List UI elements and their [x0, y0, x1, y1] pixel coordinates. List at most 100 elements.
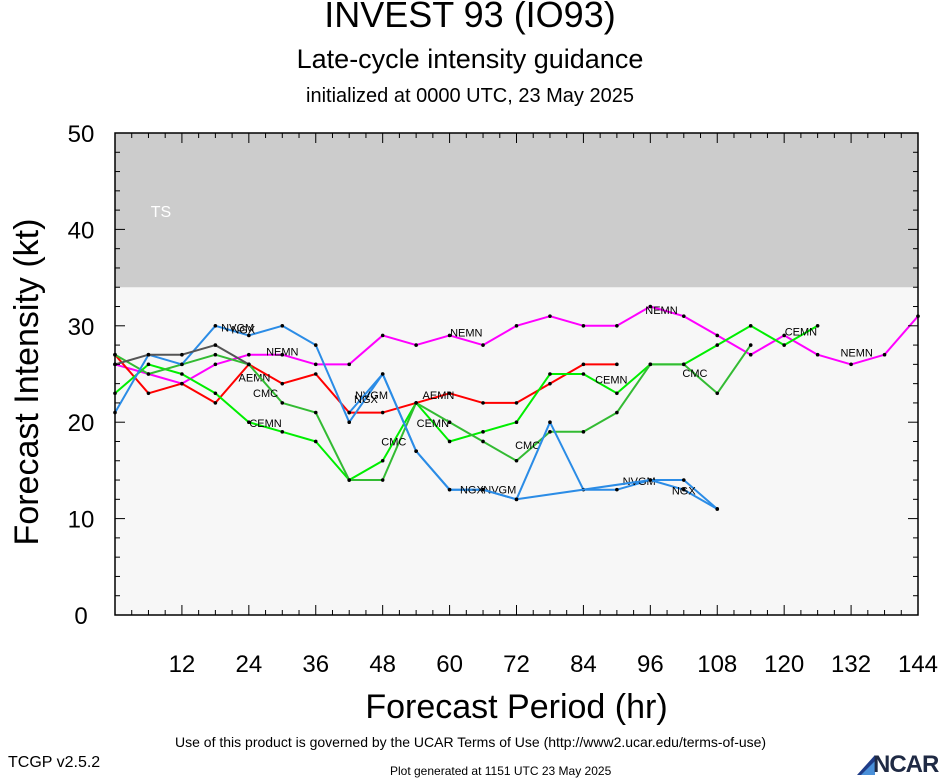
x-tick-label: 84: [570, 651, 597, 678]
series-label: CMC: [381, 436, 406, 448]
series-line-cmc: [114, 344, 752, 481]
terms-of-use-notice: Use of this product is governed by the U…: [175, 734, 767, 750]
data-point: [815, 352, 820, 357]
data-point: [681, 314, 686, 318]
series-label: CEMN: [417, 418, 449, 430]
series-label: CMC: [253, 388, 278, 400]
data-point: [213, 352, 218, 357]
data-point: [615, 487, 619, 492]
data-point: [146, 372, 151, 376]
data-point: [615, 324, 619, 328]
data-point: [514, 497, 519, 502]
series-label: CEMN: [785, 326, 817, 338]
data-point: [548, 381, 552, 386]
data-point: [146, 391, 151, 396]
data-point: [782, 333, 786, 338]
data-point: [481, 401, 485, 405]
series-line-aemn: [114, 354, 617, 414]
series-label: NEMN: [266, 347, 298, 359]
series-label: CEMN: [595, 375, 627, 387]
x-axis-label: Forecast Period (hr): [365, 688, 667, 726]
series-label: NEMN: [645, 305, 677, 317]
series-label: NGX: [672, 486, 697, 498]
data-point: [213, 362, 218, 367]
data-point: [849, 362, 853, 367]
data-point: [748, 343, 753, 347]
series-label: CEMN: [249, 418, 281, 430]
series-label: AEMN: [239, 373, 271, 385]
data-point: [514, 324, 519, 328]
data-point: [280, 401, 285, 405]
ncar-logo: NCAR: [855, 751, 939, 778]
data-point: [581, 430, 586, 434]
x-tick-label: 144: [898, 651, 938, 678]
data-point: [681, 362, 686, 367]
data-point: [615, 391, 619, 396]
data-point: [514, 420, 519, 425]
data-point: [815, 324, 820, 328]
data-point: [313, 343, 318, 347]
x-tick-label: 36: [302, 651, 329, 678]
series-label: AEMN: [423, 390, 455, 402]
data-point: [882, 352, 887, 357]
series-label: NGX: [231, 325, 256, 337]
data-point: [615, 362, 619, 367]
series-label: CMC: [515, 440, 540, 452]
data-point: [548, 314, 552, 318]
data-point: [280, 324, 285, 328]
data-point: [213, 343, 218, 347]
data-point: [247, 333, 251, 338]
data-point: [180, 372, 184, 376]
data-point: [213, 391, 218, 396]
series-line-cemn: [114, 324, 819, 481]
y-tick-label: 50: [68, 121, 95, 148]
data-point: [548, 372, 552, 376]
data-point: [280, 430, 285, 434]
data-point: [380, 478, 385, 482]
data-point: [180, 362, 184, 367]
data-point: [447, 439, 452, 444]
data-point: [380, 410, 385, 415]
y-tick-label: 0: [74, 603, 87, 630]
series-label: NGX: [354, 394, 379, 406]
data-point: [481, 430, 485, 434]
version-label: TCGP v2.5.2: [8, 754, 101, 771]
data-point: [213, 401, 218, 405]
data-point: [447, 420, 452, 425]
data-point: [648, 304, 653, 309]
series-label: NGX: [460, 485, 485, 497]
data-point: [180, 352, 184, 357]
data-point: [481, 343, 485, 347]
chart-subtitle: Late-cycle intensity guidance: [296, 44, 644, 74]
x-tick-label: 60: [436, 651, 463, 678]
data-point: [481, 487, 485, 492]
data-point: [313, 410, 318, 415]
data-point: [648, 478, 653, 482]
data-point: [146, 352, 151, 357]
data-point: [347, 478, 352, 482]
ncar-logo-text: NCAR: [873, 751, 939, 778]
series-label: NEMN: [450, 327, 482, 339]
y-axis-label: Forecast Intensity (kt): [8, 219, 46, 546]
x-tick-label: 12: [169, 651, 196, 678]
y-tick-label: 20: [68, 410, 95, 437]
chart-title: INVEST 93 (IO93): [324, 0, 616, 35]
data-point: [414, 401, 418, 405]
series-label: NVGM: [221, 323, 254, 335]
data-point: [681, 487, 686, 492]
data-point: [681, 478, 686, 482]
data-point: [481, 439, 485, 444]
data-point: [313, 362, 318, 367]
y-tick-label: 40: [68, 217, 95, 244]
data-point: [247, 362, 251, 367]
ncar-logo-icon: [857, 755, 875, 775]
data-point: [748, 324, 753, 328]
data-point: [514, 401, 519, 405]
data-point: [548, 430, 552, 434]
data-point: [447, 333, 452, 338]
data-point: [715, 333, 720, 338]
data-point: [548, 420, 552, 425]
data-point: [347, 420, 352, 425]
series-ngx: [347, 372, 720, 511]
